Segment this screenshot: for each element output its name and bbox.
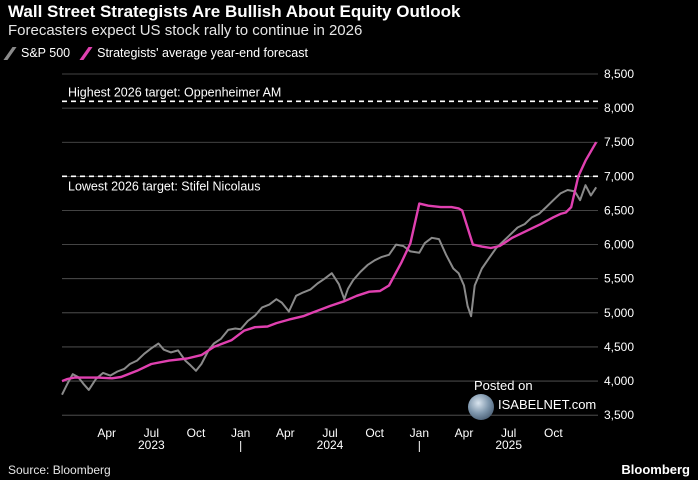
legend-label-sp500: S&P 500 (21, 46, 71, 60)
globe-logo-icon (468, 394, 494, 420)
x-tick-label: Oct (187, 426, 206, 440)
y-tick-label: 8,500 (604, 67, 634, 81)
legend: S&P 500 Strategists' average year-end fo… (3, 46, 308, 60)
series-line-forecast (61, 141, 598, 383)
x-year-label: 2025 (495, 438, 522, 452)
legend-item-sp500: S&P 500 (3, 46, 71, 60)
watermark-posted-text: Posted on (474, 378, 533, 393)
target-line-label-2: Lowest 2026 target: Stifel Nicolaus (68, 179, 260, 193)
series-layer (61, 141, 598, 396)
y-tick-label: 6,000 (604, 238, 634, 252)
x-axis: Apr Jul Oct Jan Apr Jul Oct Jan Apr Jul Oct 2023 202… (97, 426, 563, 452)
y-tick-label: 6,500 (604, 203, 634, 217)
x-tick-label: Apr (97, 426, 116, 440)
y-tick-label: 4,500 (604, 340, 634, 354)
watermark-site-text: ISABELNET.com (498, 397, 597, 412)
x-tick-label: Jul (144, 426, 159, 440)
y-tick-label: 4,000 (604, 374, 634, 388)
y-tick-label: 5,000 (604, 306, 634, 320)
y-tick-label: 8,000 (604, 101, 634, 115)
chart-title: Wall Street Strategists Are Bullish Abou… (8, 2, 461, 21)
x-tick-label: Apr (276, 426, 295, 440)
chart-subtitle: Forecasters expect US stock rally to con… (8, 22, 363, 39)
x-tick-label: Jan (410, 426, 429, 440)
brand-logo-text: Bloomberg (621, 462, 690, 477)
legend-item-forecast: Strategists' average year-end forecast (79, 46, 308, 60)
x-tick-label: Jul (501, 426, 516, 440)
x-tick-label: Oct (544, 426, 563, 440)
y-tick-label: 3,500 (604, 408, 634, 422)
x-year-label: 2024 (317, 438, 344, 452)
x-tick-label: Jul (322, 426, 337, 440)
target-line-label-1: Highest 2026 target: Oppenheimer AM (68, 85, 281, 99)
x-tick-label: Oct (365, 426, 384, 440)
x-tick-label: Apr (455, 426, 474, 440)
reference-lines: Highest 2026 target: Oppenheimer AM Lowes… (62, 85, 598, 193)
y-tick-label: 7,000 (604, 169, 634, 183)
y-tick-label: 5,500 (604, 272, 634, 286)
x-year-label: 2023 (138, 438, 165, 452)
series-line-sp500 (61, 184, 598, 396)
y-tick-label: 7,500 (604, 135, 634, 149)
x-tick-label: Jan (231, 426, 250, 440)
source-note: Source: Bloomberg (8, 463, 111, 477)
legend-label-forecast: Strategists' average year-end forecast (97, 46, 308, 60)
y-axis: 3,500 4,000 4,500 5,000 5,500 6,000 6,500 7,000… (604, 67, 634, 422)
grid-layer (62, 73, 598, 416)
